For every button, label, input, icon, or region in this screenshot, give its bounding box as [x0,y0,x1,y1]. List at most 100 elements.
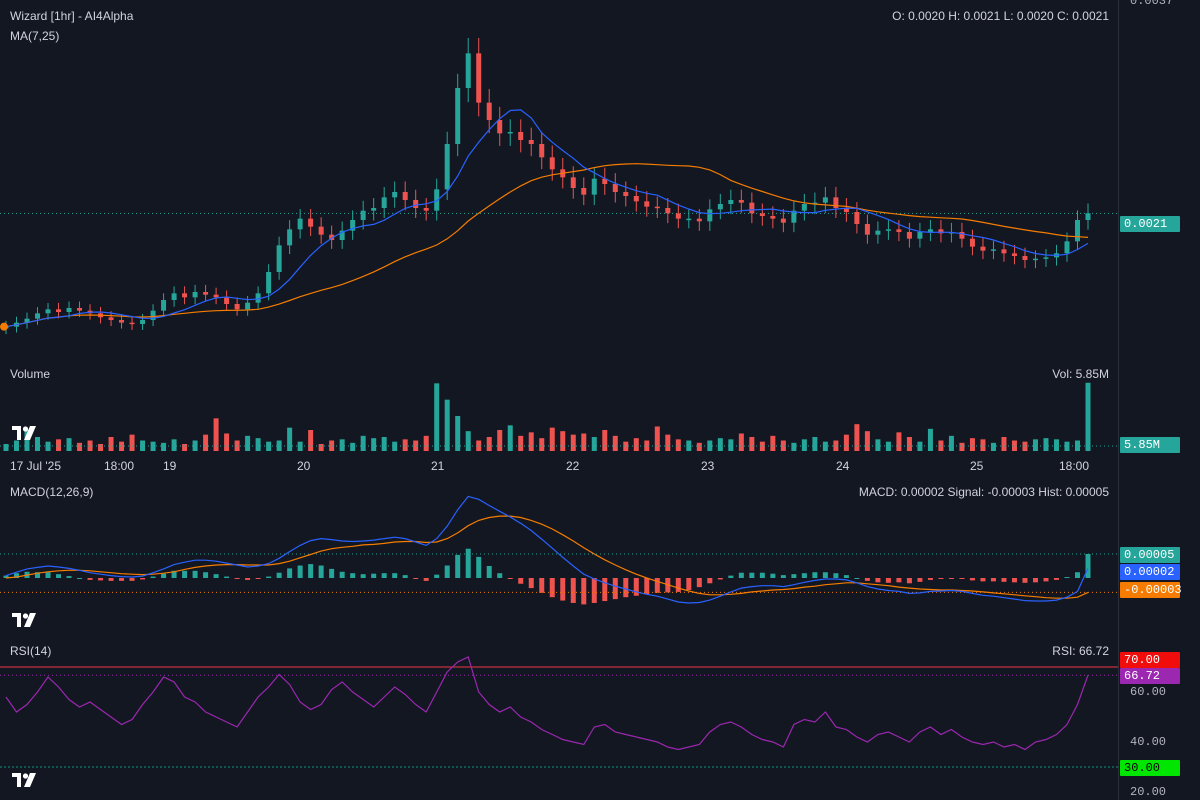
candle-body [738,200,744,203]
x-axis-label: 25 [970,459,984,473]
candle-body [266,272,272,294]
rsi-chart[interactable] [0,0,1120,800]
candle-body [885,229,891,231]
macd-histogram-bar [917,578,923,582]
macd-histogram-bar [35,572,41,578]
macd-histogram-bar [66,576,72,578]
candle-body [1022,256,1028,260]
macd-histogram-bar [906,578,912,584]
macd-histogram-bar [539,578,545,593]
candle-body [476,53,482,103]
volume-bar [612,435,618,451]
macd-histogram-bar [623,578,629,598]
macd-histogram-bar [1032,578,1038,583]
candle-body [350,220,356,231]
macd-histogram-bar [780,575,786,578]
candle-body [812,202,818,205]
volume-bar [507,425,513,451]
ma-indicator-label[interactable]: MA(7,25) [10,29,60,43]
macd-histogram-bar [812,572,818,578]
candle-body [1085,213,1091,220]
macd-histogram-bar [150,576,156,578]
volume-bar [602,430,608,451]
candle-body [528,140,534,144]
macd-histogram-bar [948,578,954,579]
volume-bar [675,439,681,451]
volume-bar [255,438,261,451]
macd-histogram-bar [759,572,765,578]
volume-bar [392,441,398,451]
macd-line [5,495,1089,604]
volume-bar [350,442,356,451]
candle-body [360,210,366,220]
volume-bar [980,439,986,451]
candle-body [392,192,398,198]
volume-bar [371,438,377,451]
x-axis-label: 19 [163,459,177,473]
volume-bar [1011,440,1017,451]
macd-histogram-bar [444,565,450,578]
candle-body [612,184,618,192]
x-axis-label: 18:00 [104,459,135,473]
last-price-badge: 0.0021 [1120,216,1180,232]
macd-histogram-bar [434,574,440,578]
x-axis-label: 17 Jul '25 [10,459,61,473]
price-candlestick-chart[interactable] [0,0,1120,360]
macd-histogram-bar [728,575,734,578]
volume-bar [161,442,167,451]
macd-chart[interactable] [0,0,1120,640]
volume-readout: Vol: 5.85M [1052,367,1109,381]
macd-histogram-bar [801,573,807,578]
candle-body [402,192,408,200]
macd-histogram-bar [507,578,513,579]
volume-bar [518,435,524,451]
macd-histogram-bar [1001,578,1007,582]
macd-histogram-bar [56,574,62,578]
macd-histogram-bar [1022,578,1028,583]
macd-histogram-bar [1085,554,1091,578]
candle-body [255,293,261,303]
macd-histogram-bar [108,578,114,581]
volume-bar [66,438,72,451]
volume-bar [791,442,797,451]
volume-bar [801,439,807,451]
volume-bar [486,437,492,451]
candle-body [423,208,429,211]
volume-bar [749,437,755,451]
macd-histogram-bar [497,573,503,578]
macd-histogram-bar [413,578,419,579]
volume-bar [476,440,482,451]
candle-body [854,212,860,224]
candle-body [518,132,524,140]
candle-body [308,218,314,227]
volume-bar [402,439,408,451]
macd-histogram-bar [161,573,167,578]
price-axis-top-tick: 0.0037 [1130,0,1174,8]
macd-histogram-bar [612,578,618,600]
macd-histogram-bar [927,578,933,580]
macd-histogram-bar [644,578,650,595]
volume-bar [423,435,429,451]
volume-bar [171,439,177,451]
volume-bar [833,440,839,451]
volume-bar [434,383,440,451]
macd-histogram-bar [360,574,366,578]
candle-body [203,292,209,295]
candle-body [707,209,713,222]
candle-body [759,213,765,216]
volume-bar [822,441,828,451]
volume-bar [455,416,461,451]
ma7-line [5,109,1089,328]
volume-bar [738,433,744,451]
volume-last-badge: 5.85M [1120,437,1180,453]
volume-bar [581,433,587,451]
volume-bar [108,437,114,451]
candle-body [938,229,944,234]
candle-body [119,320,125,323]
macd-histogram-bar [213,574,219,578]
rsi-upper-band-badge: 70.00 [1120,652,1180,668]
macd-histogram-bar [1064,577,1070,579]
x-axis-label: 18:00 [1059,459,1090,473]
macd-hist-badge: 0.00005 [1120,547,1180,563]
candle-body [224,297,230,304]
